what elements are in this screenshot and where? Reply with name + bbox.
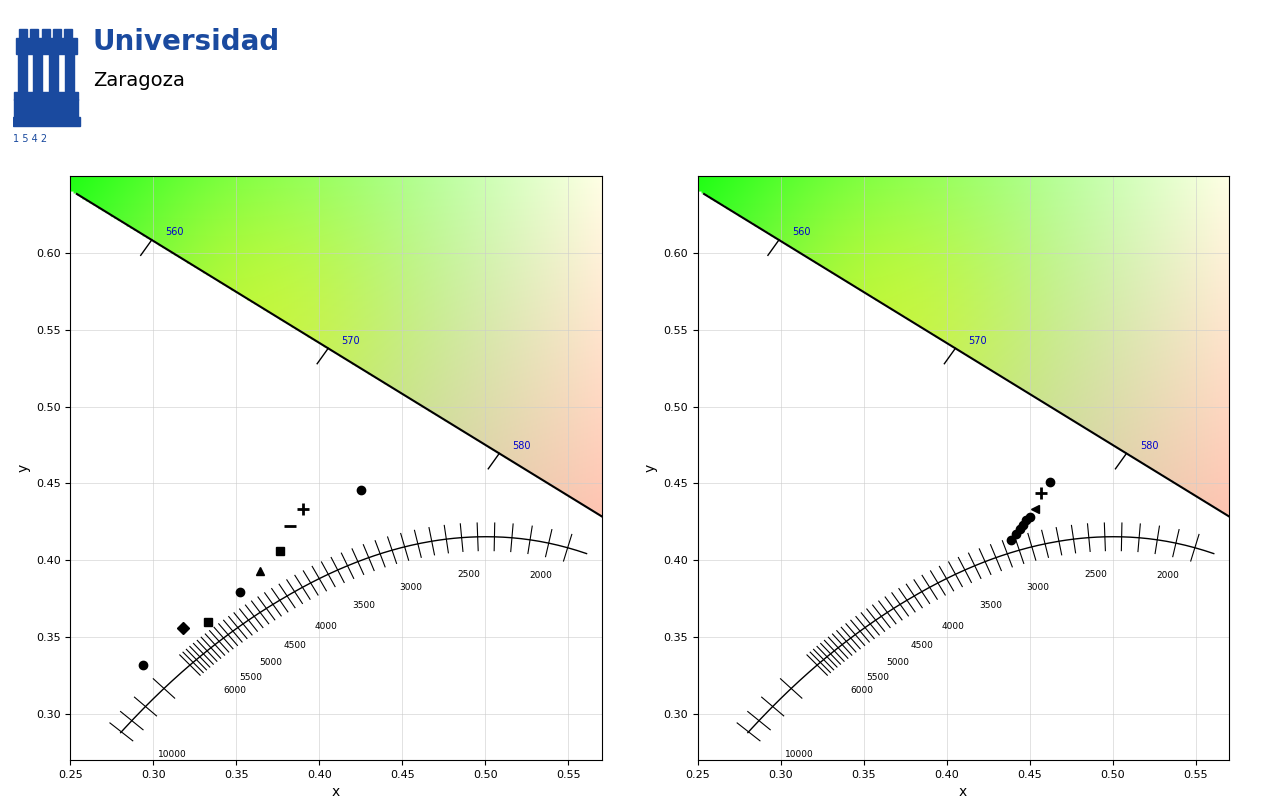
Text: 560: 560 <box>165 227 183 238</box>
Bar <box>64 29 72 39</box>
Text: 2500: 2500 <box>1084 570 1107 579</box>
Text: 4000: 4000 <box>314 622 337 630</box>
Bar <box>64 53 73 93</box>
Text: 3500: 3500 <box>979 602 1002 610</box>
Bar <box>14 91 78 101</box>
Text: 580: 580 <box>1139 441 1158 451</box>
Y-axis label: y: y <box>17 464 31 472</box>
Bar <box>14 99 78 118</box>
Text: 10000: 10000 <box>157 750 187 758</box>
Bar <box>52 29 61 39</box>
Text: 4500: 4500 <box>910 641 933 650</box>
Text: 2000: 2000 <box>1156 571 1179 580</box>
Text: 560: 560 <box>792 227 810 238</box>
Text: 2000: 2000 <box>529 571 552 580</box>
Bar <box>13 117 79 126</box>
X-axis label: x: x <box>959 786 968 799</box>
Text: 4000: 4000 <box>941 622 964 630</box>
Text: 3500: 3500 <box>352 602 375 610</box>
X-axis label: x: x <box>332 786 340 799</box>
Text: 5500: 5500 <box>239 673 262 682</box>
Text: 5000: 5000 <box>886 658 909 666</box>
Text: 5000: 5000 <box>259 658 282 666</box>
Text: 6000: 6000 <box>850 686 873 695</box>
Bar <box>18 53 27 93</box>
Bar <box>33 53 42 93</box>
Y-axis label: y: y <box>644 464 658 472</box>
Bar <box>41 29 50 39</box>
Bar <box>19 29 27 39</box>
Text: 570: 570 <box>969 336 987 346</box>
Text: 3000: 3000 <box>1027 583 1050 592</box>
Text: 3000: 3000 <box>399 583 422 592</box>
Text: 4500: 4500 <box>283 641 306 650</box>
Text: 10000: 10000 <box>785 750 814 758</box>
Text: 1 5 4 2: 1 5 4 2 <box>13 134 47 144</box>
Bar <box>31 29 38 39</box>
Text: 580: 580 <box>512 441 531 451</box>
Text: 2500: 2500 <box>457 570 480 579</box>
Text: Zaragoza: Zaragoza <box>92 70 184 90</box>
Bar <box>49 53 58 93</box>
Text: 6000: 6000 <box>223 686 246 695</box>
Text: 5500: 5500 <box>867 673 890 682</box>
Bar <box>15 38 77 54</box>
Text: Universidad: Universidad <box>92 27 280 56</box>
Text: 570: 570 <box>342 336 360 346</box>
